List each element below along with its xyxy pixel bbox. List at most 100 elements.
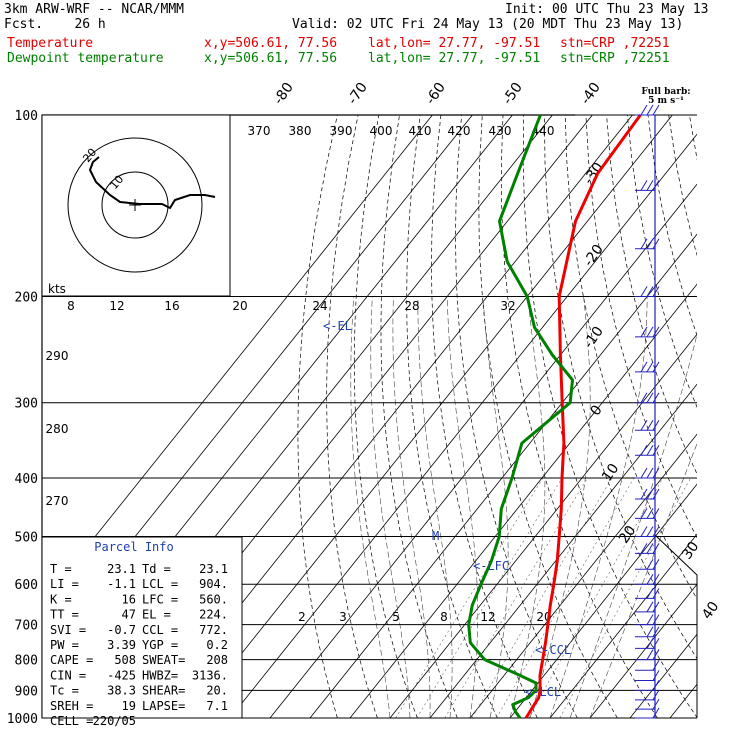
wind-barb — [635, 689, 660, 701]
isotherm-line — [309, 233, 697, 718]
mixing-ratio-label: 2 — [298, 610, 306, 624]
wind-barb — [635, 601, 660, 613]
parcel-param-value: -0.7 — [107, 623, 136, 637]
isotherm-line — [269, 183, 697, 718]
el-label: <-EL — [323, 319, 352, 333]
wind-barb — [635, 543, 660, 554]
dry-adiabat-line — [585, 115, 697, 539]
theta-label: 270 — [46, 494, 69, 508]
mixing-ratio-label: 3 — [339, 610, 347, 624]
theta-label: 290 — [46, 349, 69, 363]
wind-barb — [635, 508, 660, 519]
wind-barb — [635, 104, 660, 116]
hodograph-trace — [88, 156, 216, 210]
mixing-ratio-label: 24 — [312, 299, 327, 313]
barb-legend-title: Full barb: — [641, 87, 690, 97]
wind-barb — [635, 558, 660, 570]
temperature-legend-station: stn=CRP ,72251 — [560, 36, 670, 51]
wind-barb — [635, 626, 660, 638]
hodograph-unit-label: kts — [48, 282, 66, 296]
pressure-tick-label: 400 — [15, 472, 38, 487]
moist-adiabat-line — [370, 296, 411, 718]
theta-label: 420 — [448, 124, 471, 138]
m-marker-label: M — [432, 529, 439, 543]
wind-barb — [635, 638, 660, 649]
parcel-param-value: 20. — [206, 684, 228, 698]
temperature-legend-xy: x,y=506.61, 77.56 — [204, 36, 338, 51]
lcl-label: <-LCL — [525, 685, 561, 699]
parcel-param-label: CCL = — [142, 623, 178, 637]
parcel-param-label: LAPSE= — [142, 699, 185, 713]
parcel-param-value: 23.1 — [107, 562, 136, 576]
dry-adiabat-line — [606, 115, 697, 475]
wind-barb — [635, 649, 660, 661]
wind-barbs — [635, 104, 660, 719]
dry-adiabat-line — [522, 115, 697, 718]
pressure-tick-label: 1000 — [7, 712, 38, 727]
moist-adiabat-line — [446, 296, 479, 718]
mixing-ratio-label: 20 — [232, 299, 247, 313]
theta-label: 440 — [532, 124, 555, 138]
parcel-param-value: -1.1 — [107, 577, 136, 591]
isotherm-line — [589, 583, 697, 718]
isotherm-label: -40 — [578, 80, 604, 108]
parcel-param-value: 508 — [114, 653, 136, 667]
parcel-param-label: T = — [50, 562, 72, 576]
wind-barb — [635, 573, 660, 585]
isotherm-label: -80 — [271, 80, 297, 108]
wind-barb — [635, 392, 660, 404]
wind-barb — [635, 326, 660, 338]
wind-barb — [635, 614, 660, 626]
isotherm-line — [349, 283, 697, 718]
parcel-param-label: PW = — [50, 638, 79, 652]
model-title: 3km ARW-WRF -- NCAR/MMM — [4, 2, 185, 17]
mixing-ratio-label: 12 — [109, 299, 124, 313]
parcel-param-value: 23.1 — [199, 562, 228, 576]
pressure-tick-label: 500 — [15, 530, 38, 545]
mixing-ratio-label: 12 — [480, 610, 495, 624]
wind-barb — [635, 361, 660, 373]
parcel-param-value: 220/05 — [93, 714, 136, 728]
wind-barb — [635, 526, 660, 537]
wind-barb — [635, 488, 660, 500]
parcel-param-value: 38.3 — [107, 684, 136, 698]
pressure-tick-label: 300 — [15, 397, 38, 412]
dry-adiabat-line — [455, 115, 578, 718]
parcel-param-value: 560. — [199, 592, 228, 606]
theta-label: 370 — [248, 124, 271, 138]
theta-label: 280 — [46, 422, 69, 436]
dry-adiabat-line — [710, 115, 740, 718]
dewpoint-legend-latlon: lat,lon= 27.77, -97.51 — [368, 51, 541, 66]
parcel-param-value: 7.1 — [206, 699, 228, 713]
dry-adiabat-line — [297, 115, 338, 718]
parcel-param-value: 0.2 — [206, 638, 228, 652]
mixing-ratio-label: 16 — [164, 299, 179, 313]
mixing-ratio-label: 8 — [440, 610, 448, 624]
forecast-hour: Fcst. 26 h — [4, 17, 106, 32]
moist-adiabat-line — [569, 333, 697, 718]
temperature-profile — [524, 114, 642, 719]
pressure-tick-label: 900 — [15, 684, 38, 699]
parcel-param-label: CAPE = — [50, 653, 93, 667]
isotherm-line — [42, 115, 433, 604]
wind-barb — [635, 698, 660, 710]
parcel-param-value: 904. — [199, 577, 228, 591]
parcel-param-label: CELL = — [50, 714, 93, 728]
dewpoint-legend-label: Dewpoint temperature — [7, 51, 164, 66]
parcel-param-value: -425 — [107, 668, 136, 682]
theta-label: 390 — [330, 124, 353, 138]
wind-barb — [635, 588, 660, 599]
barb-legend-unit: 5 m s⁻¹ — [648, 96, 684, 106]
parcel-param-label: SVI = — [50, 623, 86, 637]
isotherm-label: -60 — [423, 80, 449, 108]
dry-adiabat-line — [544, 115, 697, 660]
isotherm-line — [549, 533, 697, 718]
theta-label: 380 — [289, 124, 312, 138]
dry-adiabat-line — [478, 115, 618, 718]
parcel-param-label: K = — [50, 592, 72, 606]
dry-adiabat-line — [353, 115, 418, 718]
parcel-param-value: 47 — [122, 608, 136, 622]
dry-adiabat-line — [501, 115, 658, 718]
parcel-param-label: LI = — [50, 577, 79, 591]
